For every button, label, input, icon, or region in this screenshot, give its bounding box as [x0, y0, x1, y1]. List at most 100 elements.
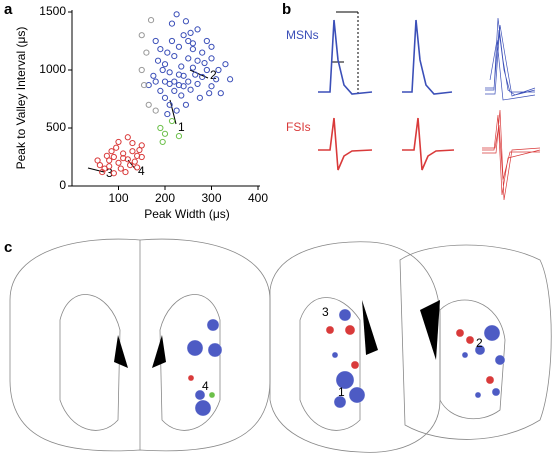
point — [138, 32, 145, 39]
point — [194, 80, 201, 88]
point — [150, 72, 157, 79]
point — [136, 146, 143, 154]
point — [208, 83, 215, 90]
section-label: 2 — [476, 336, 483, 350]
point — [103, 152, 110, 159]
point — [117, 165, 124, 172]
marker-label: y — [344, 0, 350, 12]
point — [138, 66, 145, 74]
point — [208, 55, 215, 62]
point — [106, 163, 113, 170]
point — [110, 170, 117, 177]
x-tick-label: 100 — [108, 191, 128, 205]
point — [159, 66, 166, 74]
point — [180, 83, 187, 90]
point — [154, 57, 162, 64]
point — [173, 11, 180, 18]
point — [129, 148, 136, 155]
point — [115, 138, 122, 146]
point — [145, 101, 152, 108]
point — [120, 150, 127, 157]
point — [124, 134, 131, 141]
marker-label: x — [325, 50, 331, 64]
point — [213, 76, 220, 83]
group-label: FSIs — [286, 120, 311, 134]
point — [171, 52, 178, 60]
point — [180, 32, 187, 39]
point — [152, 78, 159, 85]
point — [166, 69, 173, 76]
y-tick-label: 500 — [46, 120, 66, 134]
point — [164, 110, 171, 118]
point — [145, 81, 152, 89]
annotation-arrows — [87, 69, 209, 173]
point — [187, 29, 194, 36]
point — [215, 66, 222, 74]
panel-label: b — [282, 1, 291, 18]
point — [192, 71, 199, 78]
point — [196, 94, 203, 101]
point — [173, 107, 180, 114]
point — [168, 117, 176, 125]
waveforms: MSNs FSIs y x 1 2 3 4 — [286, 0, 541, 201]
point — [185, 55, 192, 62]
point — [187, 86, 194, 93]
point — [201, 59, 208, 67]
point — [178, 63, 185, 70]
point — [194, 57, 201, 64]
point — [166, 101, 173, 108]
annotation: 2 — [210, 68, 217, 82]
point — [175, 43, 183, 50]
point — [161, 130, 169, 137]
point — [161, 61, 169, 68]
group-label: MSNs — [286, 28, 319, 42]
point — [147, 17, 155, 24]
point — [115, 159, 122, 166]
point — [99, 168, 106, 176]
panel-label: c — [4, 239, 12, 256]
annotation: 3 — [106, 166, 113, 180]
point — [94, 157, 101, 164]
point — [140, 81, 148, 89]
waveform-label: 3 — [368, 140, 375, 154]
point — [171, 87, 178, 94]
section-label: 4 — [202, 379, 209, 393]
point — [182, 18, 190, 25]
point — [185, 78, 192, 85]
waveform-label: 4 — [452, 140, 459, 154]
point — [110, 153, 117, 161]
point — [108, 148, 115, 155]
point — [168, 37, 176, 45]
point — [138, 153, 145, 161]
point — [113, 144, 120, 151]
annotation: 4 — [138, 164, 145, 178]
annotation: 1 — [178, 120, 185, 134]
point — [217, 90, 224, 97]
point — [199, 73, 206, 81]
point — [199, 49, 206, 56]
point — [178, 92, 185, 99]
point — [161, 78, 169, 85]
point — [157, 46, 164, 53]
point — [122, 168, 129, 176]
point — [152, 107, 159, 114]
panel-label: a — [4, 1, 13, 18]
point — [157, 124, 164, 132]
point — [222, 61, 229, 68]
section-label: 1 — [338, 385, 345, 399]
y-tick-label: 0 — [59, 178, 66, 192]
point — [208, 43, 215, 50]
y-tick-label: 1500 — [39, 4, 66, 18]
point — [203, 66, 210, 74]
point — [127, 162, 134, 169]
point — [203, 37, 210, 45]
x-tick-label: 400 — [248, 191, 268, 205]
point — [206, 90, 213, 97]
point — [143, 49, 150, 56]
point — [189, 46, 196, 53]
section-label: 3 — [322, 305, 329, 319]
point — [175, 71, 183, 78]
point — [189, 40, 196, 47]
x-tick-label: 200 — [155, 191, 175, 205]
